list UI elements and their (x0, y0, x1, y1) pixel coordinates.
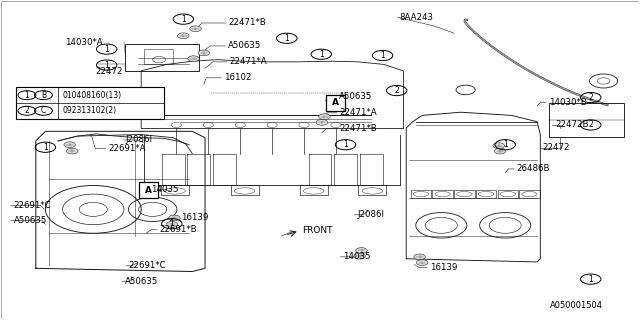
Text: B: B (41, 91, 46, 100)
FancyBboxPatch shape (326, 95, 345, 111)
Text: 1: 1 (503, 140, 508, 149)
Text: 22691*C: 22691*C (129, 261, 166, 270)
Text: 2: 2 (588, 120, 593, 130)
Circle shape (414, 254, 426, 260)
Circle shape (589, 74, 618, 88)
Text: 010408160(13): 010408160(13) (63, 91, 122, 100)
Text: A: A (332, 98, 339, 107)
Bar (125, 44, 198, 71)
Text: 1: 1 (170, 219, 174, 228)
Bar (300, 186, 328, 195)
Text: 1: 1 (284, 34, 289, 43)
Text: C: C (41, 106, 46, 115)
Text: 1: 1 (319, 50, 324, 59)
Text: 16102: 16102 (223, 73, 251, 82)
Text: 22471*B: 22471*B (228, 19, 266, 28)
Bar (230, 186, 259, 195)
Circle shape (198, 50, 209, 56)
Text: 14035: 14035 (343, 252, 371, 261)
Bar (161, 186, 189, 195)
Circle shape (189, 26, 201, 32)
Text: 1: 1 (181, 15, 186, 24)
Text: 22471*A: 22471*A (339, 108, 377, 117)
Circle shape (354, 253, 365, 259)
Bar (519, 190, 540, 198)
Text: A50635: A50635 (125, 277, 158, 286)
Circle shape (64, 142, 76, 148)
Circle shape (67, 148, 78, 154)
Text: 22471*B: 22471*B (339, 124, 377, 133)
FancyBboxPatch shape (16, 87, 164, 119)
Text: 2: 2 (588, 93, 593, 102)
Circle shape (494, 148, 506, 154)
Text: 22691*C: 22691*C (13, 201, 51, 210)
Circle shape (417, 260, 428, 266)
Text: A: A (145, 186, 152, 195)
Bar (454, 190, 474, 198)
Text: 22691*A: 22691*A (108, 144, 145, 153)
Text: FRONT: FRONT (302, 226, 333, 235)
Text: 16139: 16139 (180, 213, 208, 222)
Circle shape (169, 215, 180, 221)
Text: J2086I: J2086I (126, 135, 153, 144)
Text: 22472: 22472 (95, 67, 123, 76)
Bar (433, 190, 453, 198)
Bar (358, 186, 387, 195)
Text: A050001504: A050001504 (550, 301, 603, 310)
Circle shape (316, 120, 328, 125)
Text: 16139: 16139 (430, 263, 457, 272)
Text: 26486B: 26486B (516, 164, 550, 173)
Text: A50635: A50635 (13, 216, 47, 225)
Text: 1: 1 (24, 91, 29, 100)
Text: A50635: A50635 (228, 41, 261, 51)
Text: 1: 1 (343, 140, 348, 149)
Circle shape (356, 248, 367, 253)
Text: 2: 2 (394, 86, 399, 95)
Circle shape (456, 85, 475, 95)
Text: 2: 2 (24, 106, 29, 115)
Text: 14030*A: 14030*A (65, 38, 102, 47)
Text: 1: 1 (588, 275, 593, 284)
Text: 1: 1 (104, 44, 109, 54)
Text: 8AA243: 8AA243 (400, 13, 434, 22)
Circle shape (177, 33, 189, 39)
Bar (476, 190, 496, 198)
Text: 1: 1 (104, 60, 109, 69)
Circle shape (319, 114, 330, 120)
Circle shape (188, 56, 199, 61)
Bar (411, 190, 431, 198)
Text: 22472: 22472 (542, 143, 570, 152)
Text: 1: 1 (43, 143, 48, 152)
FancyBboxPatch shape (140, 182, 159, 198)
Bar (497, 190, 518, 198)
Circle shape (166, 221, 177, 227)
Text: 22691*B: 22691*B (159, 225, 196, 234)
Circle shape (493, 143, 504, 148)
Text: 092313102(2): 092313102(2) (63, 106, 116, 115)
Text: 14030*B: 14030*B (548, 98, 586, 107)
Text: A50635: A50635 (339, 92, 372, 101)
Text: J2086I: J2086I (357, 210, 384, 219)
Text: 22471*A: 22471*A (229, 57, 267, 66)
Text: 1: 1 (380, 51, 385, 60)
Text: 22472B: 22472B (555, 120, 589, 130)
Bar (145, 49, 173, 64)
Text: 14035: 14035 (152, 185, 179, 194)
Bar (548, 103, 624, 137)
